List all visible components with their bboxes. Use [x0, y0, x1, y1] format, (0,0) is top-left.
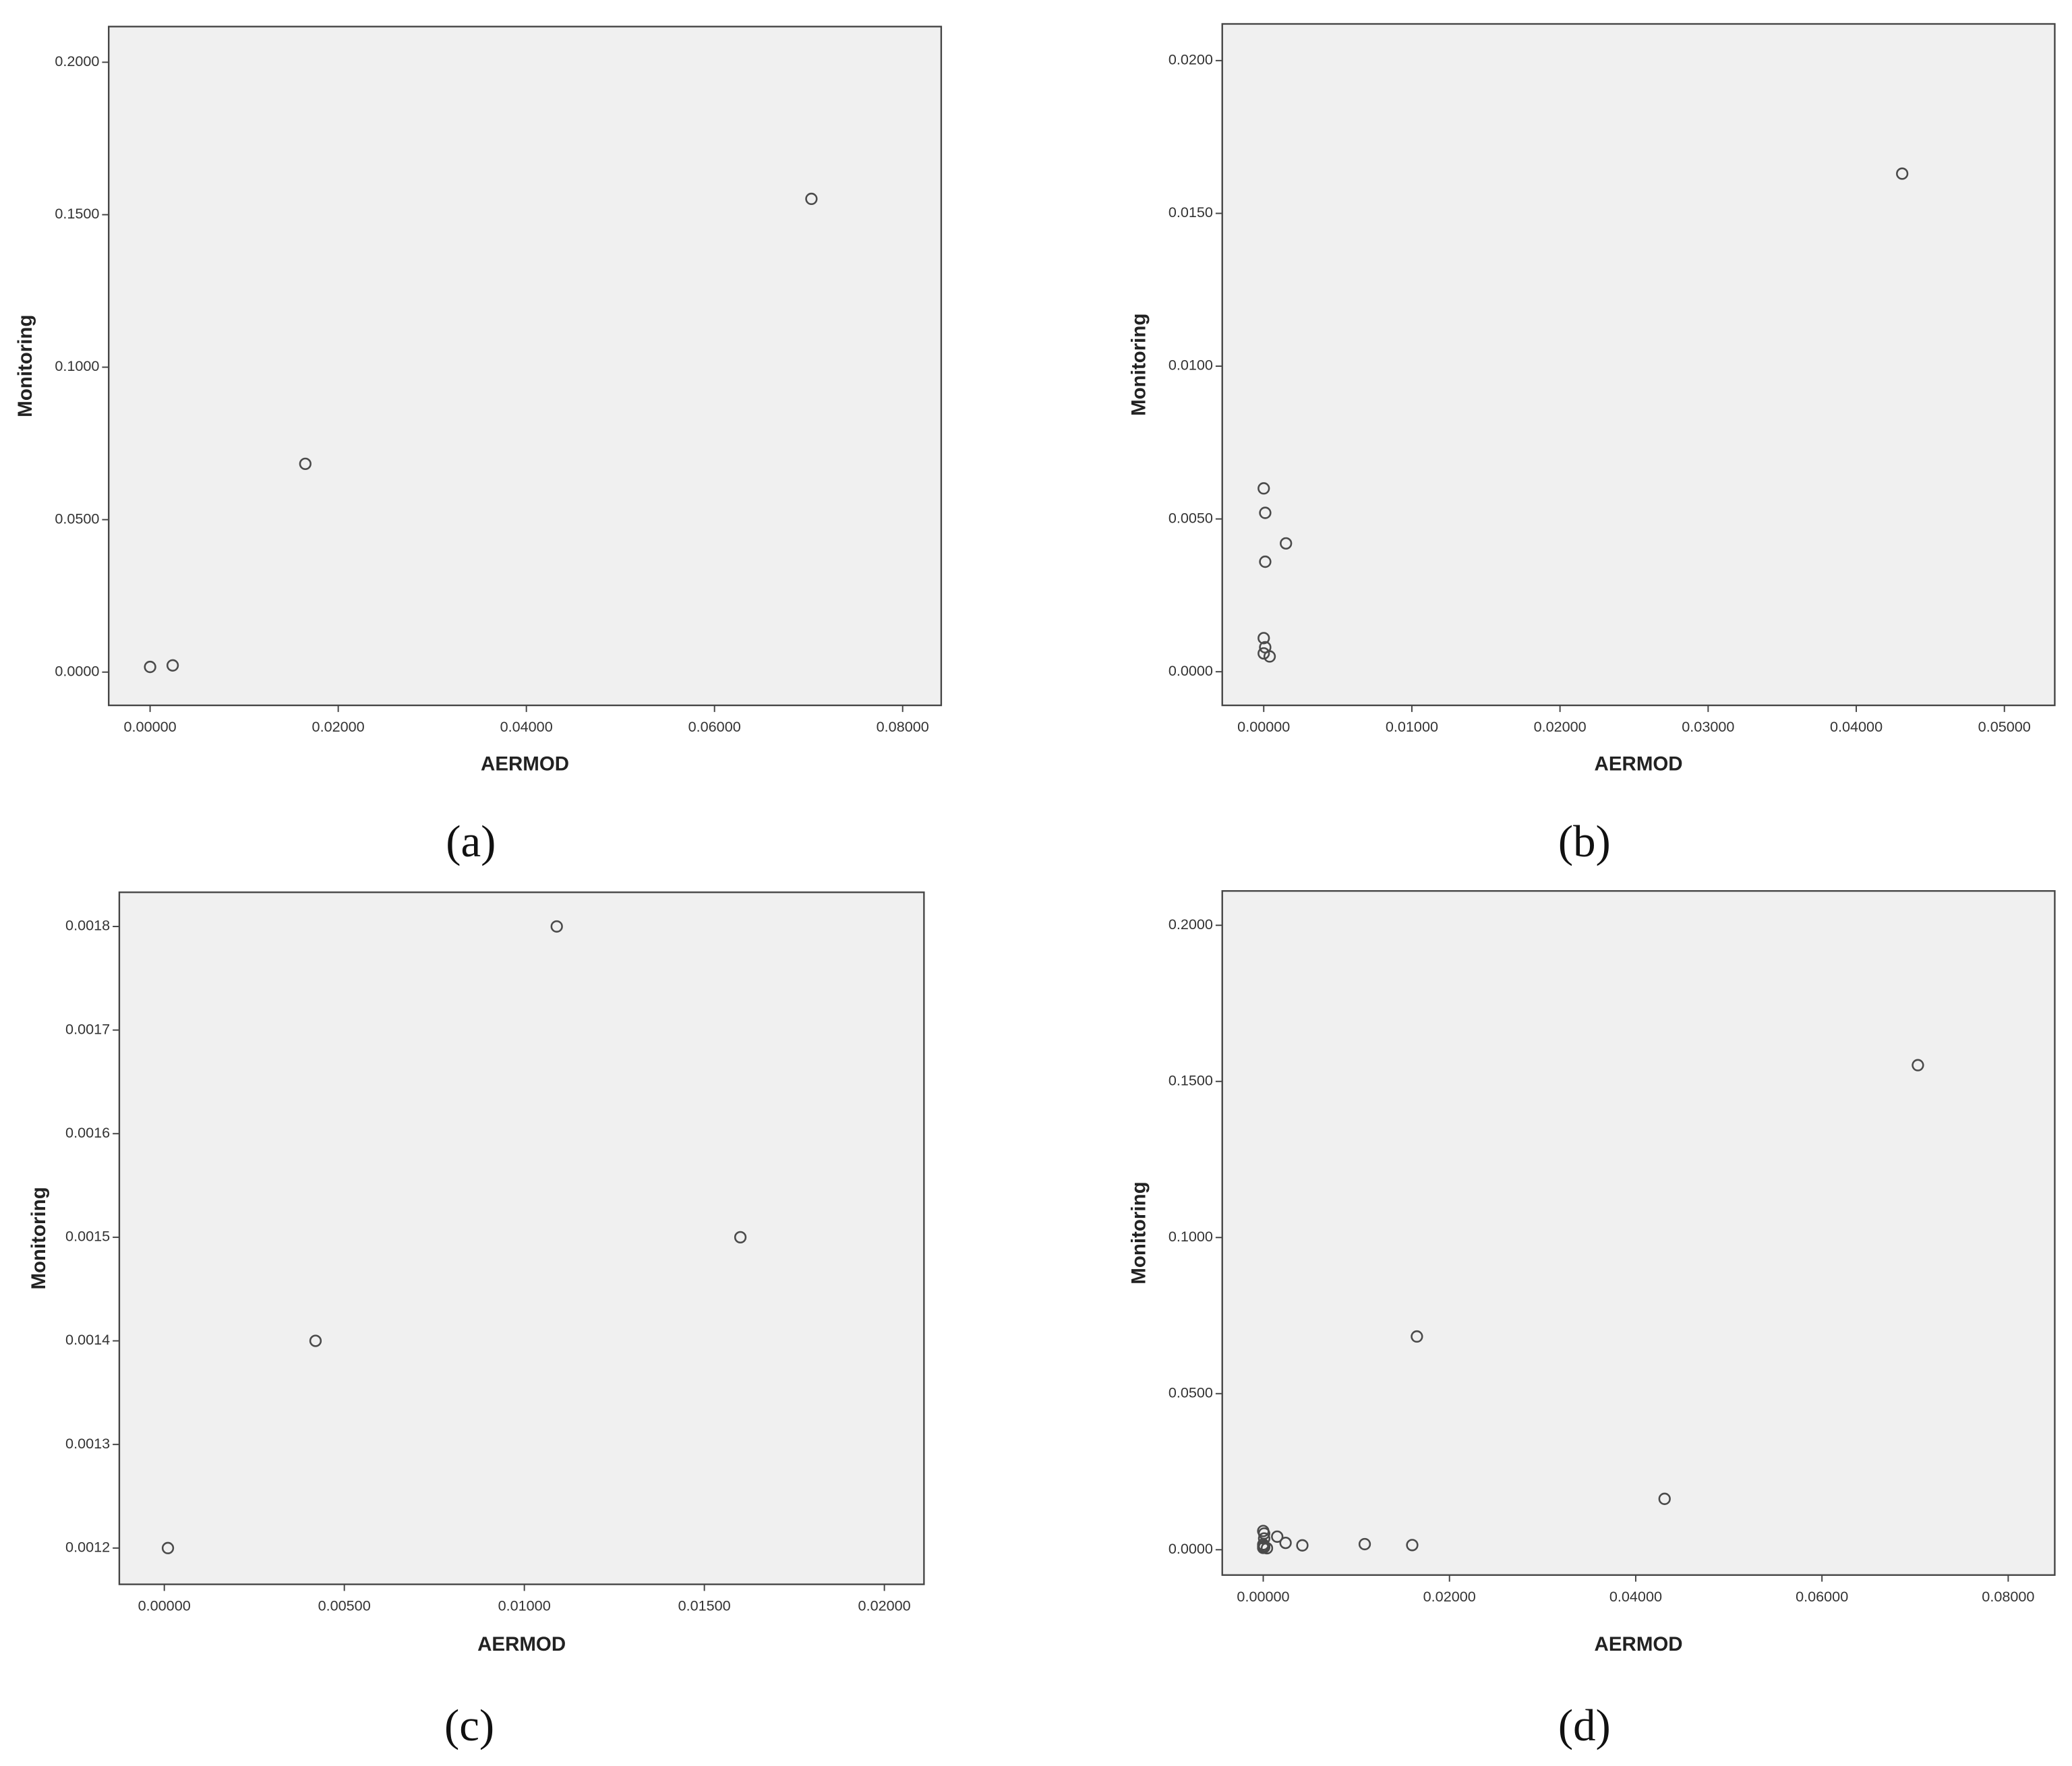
y-tick-label: 0.0016 — [65, 1124, 110, 1141]
x-tick-label: 0.00000 — [138, 1597, 191, 1614]
x-tick-label: 0.00000 — [1237, 1588, 1289, 1605]
x-tick-label: 0.04000 — [1609, 1588, 1662, 1605]
x-tick-label: 0.00500 — [318, 1597, 371, 1614]
point — [144, 660, 156, 674]
y-tick-label: 0.1500 — [1168, 1071, 1213, 1088]
point — [1279, 1536, 1292, 1550]
panel-caption: (a) — [446, 817, 496, 866]
point — [1259, 555, 1272, 568]
y-tick-label: 0.1500 — [55, 205, 99, 222]
point — [1406, 1539, 1419, 1552]
y-axis-label: Monitoring — [1128, 1181, 1150, 1284]
plot-area — [1221, 890, 2056, 1576]
y-tick-label: 0.0050 — [1168, 509, 1213, 526]
point — [1296, 1539, 1309, 1552]
point — [1260, 1541, 1274, 1555]
plot-area — [1221, 23, 2056, 707]
y-axis-label: Monitoring — [28, 1187, 50, 1289]
y-tick-label: 0.0014 — [65, 1331, 110, 1348]
y-tick-label: 0.1000 — [1168, 1228, 1213, 1245]
y-axis-label: Monitoring — [14, 315, 36, 417]
point — [1658, 1492, 1671, 1505]
y-tick-label: 0.0000 — [1168, 1540, 1213, 1557]
point — [1263, 650, 1276, 663]
point — [1257, 632, 1270, 645]
x-axis-label: AERMOD — [481, 753, 569, 775]
x-axis-label: AERMOD — [477, 1633, 566, 1655]
y-axis-label: Monitoring — [1128, 314, 1150, 416]
x-tick-label: 0.02000 — [1423, 1588, 1476, 1605]
x-tick-label: 0.03000 — [1682, 718, 1734, 735]
panel-caption: (c) — [444, 1701, 494, 1750]
point — [166, 659, 179, 672]
point — [805, 192, 818, 206]
x-axis-label: AERMOD — [1595, 753, 1683, 775]
x-tick-label: 0.01000 — [1386, 718, 1438, 735]
panel-caption: (d) — [1558, 1701, 1611, 1750]
point — [1912, 1059, 1924, 1071]
point — [1411, 1330, 1423, 1343]
point — [1358, 1537, 1371, 1551]
y-tick-label: 0.0000 — [1168, 662, 1213, 679]
point — [1257, 1539, 1271, 1552]
y-tick-label: 0.2000 — [1168, 916, 1213, 933]
y-tick-label: 0.0500 — [55, 510, 99, 527]
x-tick-label: 0.02000 — [1534, 718, 1587, 735]
point — [1896, 167, 1909, 180]
point — [1280, 537, 1293, 550]
point — [309, 1334, 322, 1347]
point — [734, 1231, 747, 1244]
point — [161, 1541, 175, 1554]
y-tick-label: 0.0500 — [1168, 1384, 1213, 1401]
y-tick-label: 0.0200 — [1168, 51, 1213, 68]
x-tick-label: 0.00000 — [124, 718, 177, 735]
plot-area — [118, 891, 925, 1585]
point — [1271, 1530, 1284, 1543]
y-tick-label: 0.0012 — [65, 1539, 110, 1556]
y-tick-label: 0.0017 — [65, 1020, 110, 1037]
x-tick-label: 0.02000 — [858, 1597, 911, 1614]
x-tick-label: 0.01500 — [678, 1597, 731, 1614]
point — [1257, 647, 1270, 660]
x-tick-label: 0.01000 — [498, 1597, 551, 1614]
point — [550, 920, 563, 933]
point — [299, 457, 312, 471]
x-tick-label: 0.06000 — [1796, 1588, 1848, 1605]
x-tick-label: 0.05000 — [1978, 718, 2031, 735]
point — [1259, 506, 1272, 519]
point — [1257, 482, 1270, 495]
x-tick-label: 0.00000 — [1237, 718, 1290, 735]
y-tick-label: 0.0018 — [65, 917, 110, 934]
x-tick-label: 0.08000 — [877, 718, 929, 735]
panel-caption: (b) — [1558, 817, 1611, 866]
y-tick-label: 0.0013 — [65, 1435, 110, 1452]
y-tick-label: 0.1000 — [55, 357, 99, 374]
y-tick-label: 0.2000 — [55, 53, 99, 69]
x-axis-label: AERMOD — [1595, 1633, 1683, 1655]
plot-area — [108, 26, 943, 707]
y-tick-label: 0.0100 — [1168, 357, 1213, 374]
x-tick-label: 0.08000 — [1982, 1588, 2034, 1605]
point — [1257, 1527, 1271, 1540]
x-tick-label: 0.02000 — [312, 718, 365, 735]
x-tick-label: 0.04000 — [1830, 718, 1883, 735]
y-tick-label: 0.0150 — [1168, 204, 1213, 220]
y-tick-label: 0.0015 — [65, 1228, 110, 1245]
y-tick-label: 0.0000 — [55, 662, 99, 679]
x-tick-label: 0.06000 — [688, 718, 741, 735]
x-tick-label: 0.04000 — [500, 718, 553, 735]
